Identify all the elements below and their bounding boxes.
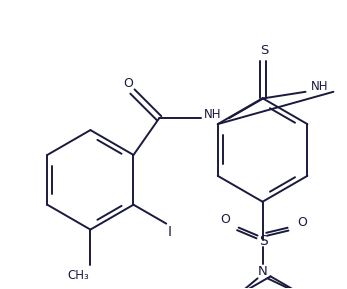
Text: NH: NH [311,80,328,93]
Text: S: S [259,234,268,248]
Text: CH₃: CH₃ [68,269,89,282]
Text: N: N [258,265,268,278]
Text: I: I [167,225,171,239]
Text: O: O [220,213,230,226]
Text: O: O [124,77,133,90]
Text: NH: NH [204,108,222,121]
Text: S: S [260,44,269,57]
Text: O: O [297,216,307,229]
